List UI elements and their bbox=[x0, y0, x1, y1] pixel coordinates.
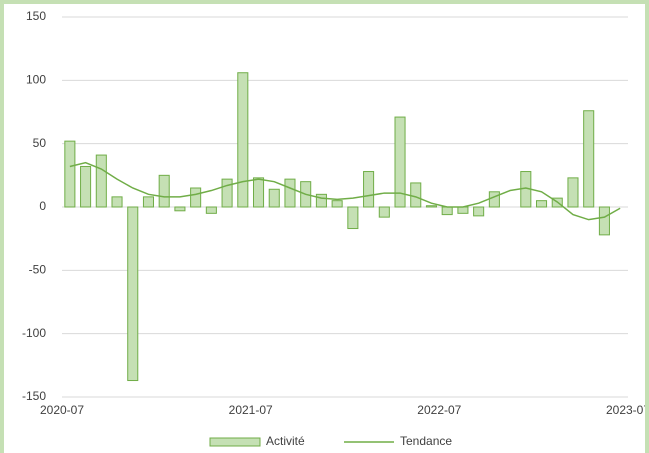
bar bbox=[127, 206, 139, 382]
bar bbox=[457, 206, 469, 214]
bar bbox=[583, 110, 595, 208]
bar bbox=[567, 177, 579, 208]
bar bbox=[190, 187, 202, 208]
y-tick-label: 150 bbox=[26, 9, 46, 23]
x-tick-label: 2020-07 bbox=[40, 403, 84, 417]
x-tick-label: 2022-07 bbox=[417, 403, 461, 417]
bar bbox=[205, 206, 217, 214]
legend-swatch bbox=[209, 437, 261, 447]
bar bbox=[331, 200, 343, 208]
bar bbox=[268, 188, 280, 208]
bar bbox=[95, 154, 107, 208]
bar bbox=[64, 140, 76, 208]
x-tick-label: 2023-07 bbox=[606, 403, 645, 417]
legend-label: Tendance bbox=[400, 434, 452, 448]
bar bbox=[473, 206, 485, 217]
bar bbox=[142, 196, 155, 208]
y-tick-label: 0 bbox=[39, 199, 46, 213]
bar bbox=[410, 182, 422, 208]
y-tick-label: -150 bbox=[22, 389, 46, 403]
bar bbox=[488, 191, 500, 208]
bar bbox=[535, 200, 548, 208]
x-tick-label: 2021-07 bbox=[229, 403, 273, 417]
bar bbox=[425, 205, 438, 208]
bar bbox=[378, 206, 390, 218]
y-tick-label: 100 bbox=[26, 73, 46, 87]
y-tick-label: 50 bbox=[33, 136, 47, 150]
chart: -150 -100 -50 0 50 100 150 2020-07 2021-07 2022-0… bbox=[4, 4, 645, 453]
bar bbox=[363, 171, 375, 208]
bar bbox=[284, 178, 296, 208]
bar bbox=[174, 206, 186, 212]
bar bbox=[394, 116, 406, 208]
legend-label: Activité bbox=[266, 434, 305, 448]
bar bbox=[252, 177, 265, 208]
bar bbox=[441, 206, 453, 216]
y-tick-label: -100 bbox=[22, 326, 46, 340]
trend-line bbox=[69, 161, 621, 221]
bar bbox=[315, 193, 327, 208]
bar bbox=[598, 206, 610, 236]
bar bbox=[237, 72, 249, 208]
y-tick-label: -50 bbox=[29, 263, 47, 277]
bar bbox=[111, 196, 123, 208]
bar bbox=[80, 165, 92, 208]
bar bbox=[221, 178, 233, 208]
bar bbox=[158, 174, 170, 208]
bar bbox=[347, 206, 359, 230]
